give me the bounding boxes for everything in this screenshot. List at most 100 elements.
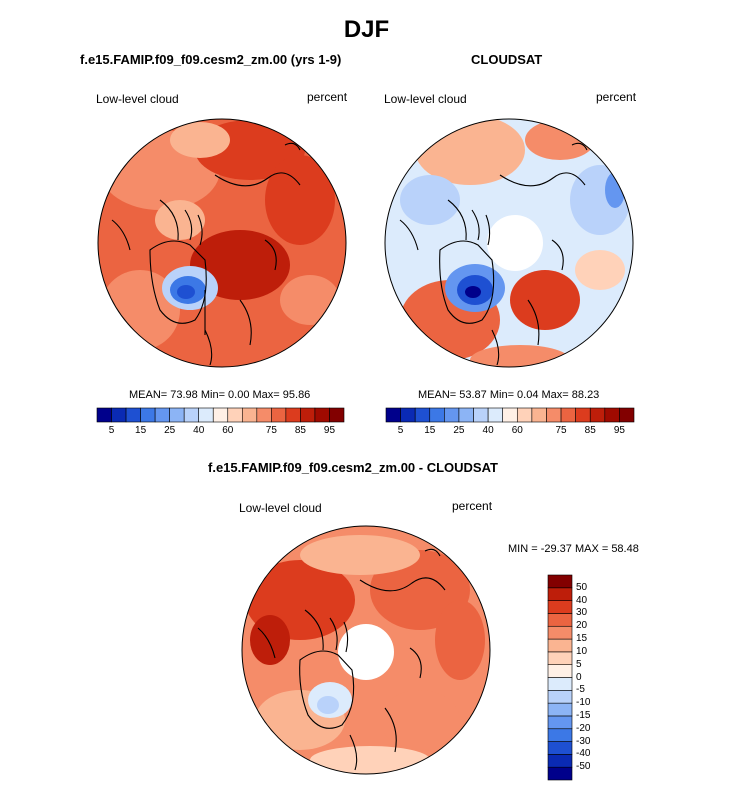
panel2-coastline [439, 240, 495, 324]
panel3-colorbar-swatch [547, 651, 573, 665]
panel1-colorbar-swatch [227, 407, 243, 423]
panel2-title: CLOUDSAT [471, 52, 543, 67]
panel3-colorbar-tick-label: 50 [576, 581, 588, 593]
panel3-units-label: percent [452, 499, 493, 513]
panel1-colorbar [96, 407, 345, 423]
panel3-coastline [299, 650, 355, 729]
panel2-field-patch [465, 286, 481, 298]
panel3-colorbar-tick-label: -40 [576, 748, 591, 760]
panel3-colorbar-tick-label: -5 [576, 684, 585, 696]
panel2-field-patch [575, 250, 625, 290]
panel1-colorbar-swatch [198, 407, 214, 423]
panel1-coastline [159, 199, 203, 246]
panel1-colorbar-swatch [154, 407, 170, 423]
panel3-title: f.e15.FAMIP.f09_f09.cesm2_zm.00 - CLOUDS… [208, 460, 498, 475]
panel1-colorbar-swatch [183, 407, 200, 423]
panel3-colorbar-tick-label: 40 [576, 594, 588, 606]
panel2-polar-no-data-hole [487, 215, 543, 271]
panel1-colorbar-swatch [169, 407, 185, 423]
panel2-colorbar-swatch [619, 407, 635, 423]
panel3-colorbar-swatch [547, 741, 573, 755]
panel1-colorbar-swatch [300, 407, 316, 423]
panel2-colorbar-tick-label: 60 [511, 425, 523, 436]
panel3-colorbar-tick-label: -20 [576, 722, 591, 734]
panel1-colorbar-swatch [314, 407, 330, 423]
panel1-colorbar-swatch [241, 407, 258, 423]
panel1-units-label: percent [307, 90, 348, 104]
panel1-colorbar-swatch [256, 407, 272, 423]
panel3-colorbar-swatch [547, 587, 573, 601]
panel1-colorbar-swatch [111, 407, 127, 423]
panel2-colorbar-swatch [589, 407, 606, 423]
panel2-colorbar-swatch [604, 407, 620, 423]
panel3-variable-label: Low-level cloud [239, 501, 322, 515]
panel2-colorbar-swatch [502, 407, 518, 423]
panel2-colorbar-swatch [487, 407, 504, 423]
panel3-colorbar-swatch [547, 766, 573, 781]
panel2-colorbar-tick-label: 40 [482, 425, 494, 436]
panel1-map [97, 118, 347, 368]
panel3-colorbar-tick-label: -30 [576, 735, 591, 747]
panel1-colorbar-swatch [212, 407, 229, 423]
panel2-stats: MEAN= 53.87 Min= 0.04 Max= 88.23 [418, 389, 600, 401]
panel2-colorbar-swatch [400, 407, 416, 423]
panel1-colorbar-swatch [271, 407, 287, 423]
panel2-colorbar [385, 407, 635, 423]
panel2-colorbar-tick-label: 75 [555, 425, 567, 436]
panel2-field-patch [510, 270, 580, 330]
panel1-coastline [111, 142, 301, 335]
panel2-colorbar-swatch [444, 407, 460, 423]
panel2-map-border [384, 118, 634, 368]
panel1-field-patch [155, 200, 205, 240]
panel1-field-patch [170, 122, 230, 158]
panel3-field-patch [317, 696, 339, 714]
panel3-coastline [257, 548, 441, 659]
panel1-title: f.e15.FAMIP.f09_f09.cesm2_zm.00 (yrs 1-9… [80, 52, 342, 67]
panel2-coastline [399, 142, 588, 251]
panel1-colorbar-swatch [329, 407, 345, 423]
panel3-colorbar-tick-label: 10 [576, 645, 588, 657]
panel3-colorbar-tick-label: 30 [576, 607, 588, 619]
panel2-colorbar-swatch [516, 407, 533, 423]
panel3-colorbar-swatch [547, 702, 573, 717]
panel3-colorbar-swatch [547, 574, 573, 589]
panel3-colorbar-swatch [547, 715, 573, 730]
panel3-map [241, 525, 491, 775]
panel1-map-border [97, 118, 347, 368]
panel2-coastline [447, 199, 491, 246]
panel2-map [384, 118, 634, 368]
panel1-colorbar-tick-label: 60 [222, 425, 234, 436]
panel1-field-patch [177, 285, 195, 299]
panel3-colorbar-swatch [547, 625, 573, 640]
panel1-field-patch [280, 275, 340, 325]
panel3-coastline [304, 609, 349, 653]
panel1-stats: MEAN= 73.98 Min= 0.00 Max= 95.86 [129, 389, 311, 401]
panel3-stats: MIN = -29.37 MAX = 58.48 [508, 543, 639, 555]
panel1-variable-label: Low-level cloud [96, 92, 179, 106]
panel2-colorbar-swatch [458, 407, 474, 423]
panel1-coastline [204, 172, 301, 366]
panel2-field-patch [400, 175, 460, 225]
panel1-coastline [149, 240, 207, 324]
panel3-colorbar-tick-label: 5 [576, 658, 582, 670]
panel1-colorbar-swatch [285, 407, 301, 423]
panel3-colorbar-swatch [547, 690, 573, 704]
panel3-map-border [241, 525, 491, 775]
panel2-colorbar-tick-label: 85 [584, 425, 596, 436]
panel2-units-label: percent [596, 90, 637, 104]
panel1-colorbar-tick-label: 25 [164, 425, 176, 436]
panel3-colorbar-swatch [547, 600, 573, 614]
panel3-colorbar-swatch [547, 664, 573, 678]
panel2-colorbar-tick-label: 25 [453, 425, 465, 436]
panel3-field-patch [310, 746, 430, 774]
panel2-colorbar-swatch [575, 407, 591, 423]
panel2-colorbar-swatch [531, 407, 547, 423]
panel2-field-patch [605, 172, 625, 208]
panel2-colorbar-tick-label: 5 [397, 425, 404, 436]
panel1-colorbar-swatch [140, 407, 156, 423]
panel2-colorbar-swatch [560, 407, 576, 423]
panel2-variable-label: Low-level cloud [384, 92, 467, 106]
panel3-colorbar-tick-label: -50 [576, 761, 591, 773]
panel2-colorbar-swatch [546, 407, 562, 423]
